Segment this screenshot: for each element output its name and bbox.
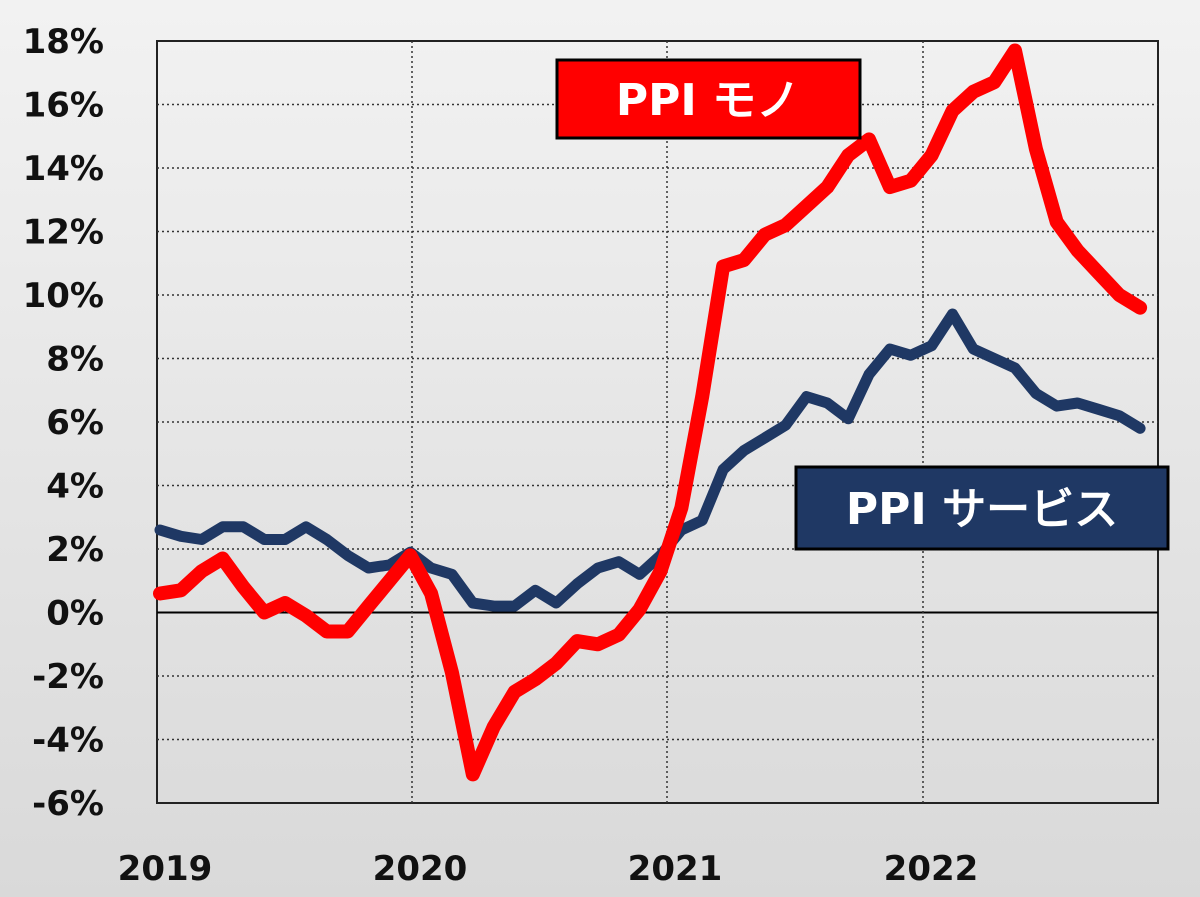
- y-tick-label: 2%: [46, 530, 104, 570]
- x-axis: 2019 2020 2021 2022: [118, 849, 979, 889]
- y-tick-label: -6%: [32, 784, 104, 824]
- legend-goods-label: PPI モノ: [616, 75, 800, 126]
- x-tick-label: 2021: [628, 849, 723, 889]
- x-tick-label: 2022: [884, 849, 979, 889]
- series-line-goods: [153, 43, 1148, 782]
- y-tick-label: 6%: [46, 403, 104, 443]
- series-lines: [153, 43, 1148, 782]
- series-line-services: [154, 308, 1146, 612]
- y-tick-label: 14%: [23, 149, 104, 189]
- grid: [156, 40, 1159, 804]
- y-tick-label: -2%: [32, 657, 104, 697]
- legend-goods: PPI モノ: [555, 58, 862, 140]
- x-tick-label: 2020: [373, 849, 468, 889]
- y-tick-label: 10%: [23, 276, 104, 316]
- y-tick-label: 12%: [23, 213, 104, 253]
- legend-services-box: [794, 465, 1170, 551]
- y-tick-label: 16%: [23, 86, 104, 126]
- legend: PPI モノ PPI サービス: [555, 58, 1170, 551]
- legend-goods-box: [555, 58, 862, 140]
- y-tick-label: -4%: [32, 721, 104, 761]
- y-tick-label: 18%: [23, 22, 104, 62]
- y-tick-label: 0%: [46, 594, 104, 634]
- legend-services: PPI サービス: [794, 465, 1170, 551]
- y-tick-label: 8%: [46, 340, 104, 380]
- y-tick-label: 4%: [46, 467, 104, 507]
- y-axis: 18% 16% 14% 12% 10% 8% 6% 4% 2% 0% -2% -4% -6%: [23, 22, 104, 824]
- legend-services-label: PPI サービス: [846, 484, 1118, 535]
- x-tick-label: 2019: [118, 849, 213, 889]
